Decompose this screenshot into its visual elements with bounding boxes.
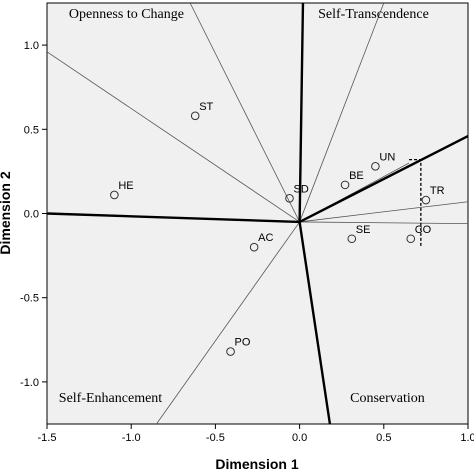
partition-lines bbox=[46, 2, 469, 425]
point-label: SE bbox=[356, 224, 371, 236]
x-tick-label: -0.5 bbox=[206, 432, 225, 444]
y-tick-label: 0.0 bbox=[24, 209, 39, 221]
region-label: Conservation bbox=[350, 391, 425, 406]
data-point bbox=[190, 111, 200, 121]
plot-background bbox=[46, 2, 469, 425]
partition-line bbox=[46, 51, 300, 223]
data-point bbox=[371, 162, 380, 171]
partition-line bbox=[299, 201, 469, 223]
point-label: PO bbox=[235, 337, 251, 349]
partition-line bbox=[299, 221, 469, 225]
y-tick-label: -0.5 bbox=[20, 293, 39, 305]
point-label: BE bbox=[349, 170, 364, 182]
point-label: HE bbox=[118, 180, 133, 192]
partition-line bbox=[156, 221, 300, 425]
y-tick-label: 1.0 bbox=[24, 40, 39, 52]
x-tick-label: 0.5 bbox=[376, 432, 391, 444]
x-tick-label: -1.5 bbox=[38, 432, 57, 444]
domain-boundary-line bbox=[298, 2, 305, 222]
point-label: TR bbox=[430, 185, 445, 197]
x-tick-label: 1.0 bbox=[460, 432, 474, 444]
data-point bbox=[340, 180, 350, 190]
data-point bbox=[110, 190, 119, 200]
domain-boundary-line bbox=[298, 221, 332, 425]
data-point bbox=[421, 195, 431, 205]
y-axis-title: Dimension 2 bbox=[0, 171, 13, 254]
region-label: Self-Transcendence bbox=[318, 7, 429, 22]
x-axis-title: Dimension 1 bbox=[215, 456, 298, 472]
domain-boundary-line bbox=[46, 212, 300, 224]
data-point bbox=[249, 242, 259, 252]
point-label: UN bbox=[379, 151, 395, 163]
data-point bbox=[226, 347, 235, 356]
point-label: ST bbox=[199, 101, 213, 113]
data-points: ST HE SD BE UN TR SE CO AC PO bbox=[110, 101, 445, 356]
data-point bbox=[285, 194, 294, 203]
point-label: AC bbox=[258, 232, 273, 244]
region-label: Self-Enhancement bbox=[59, 391, 163, 406]
partition-line bbox=[299, 2, 385, 223]
data-point bbox=[406, 234, 416, 244]
data-point bbox=[347, 234, 357, 244]
region-label: Openness to Change bbox=[69, 7, 184, 22]
domain-boundary-line bbox=[299, 134, 469, 223]
x-tick-label: -1.0 bbox=[122, 432, 141, 444]
y-tick-label: -1.0 bbox=[20, 377, 39, 389]
dashed-bracket bbox=[409, 158, 422, 248]
point-label: SD bbox=[293, 183, 308, 195]
y-tick-label: 0.5 bbox=[24, 124, 39, 136]
partition-line bbox=[189, 2, 300, 223]
point-label: CO bbox=[415, 224, 432, 236]
axis-ticks: -1.5 -1.0 -0.5 0.0 0.5 1.0 -1.0 -0.5 0.0 0.5 1.0 bbox=[20, 40, 474, 444]
region-labels: Openness to Change Self-Transcendence Self… bbox=[59, 7, 429, 406]
x-tick-label: 0.0 bbox=[292, 432, 307, 444]
